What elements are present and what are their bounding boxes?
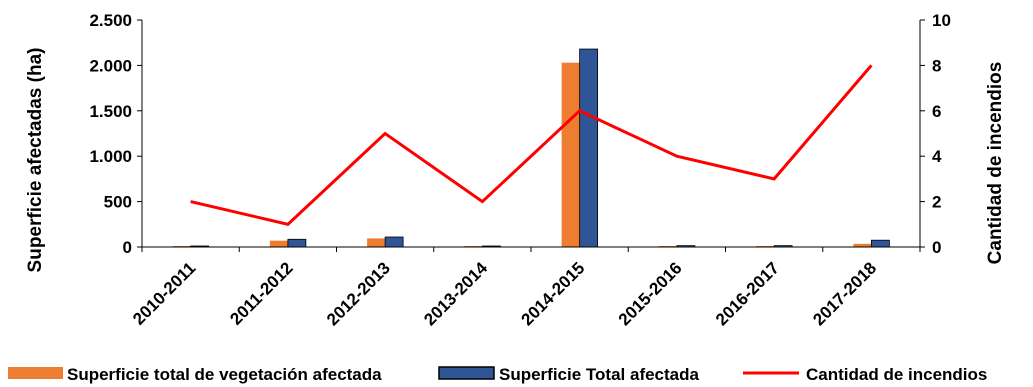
bar-series [172, 48, 890, 248]
bar-total [384, 236, 404, 248]
y2-tick-label: 6 [932, 102, 941, 121]
x-axis: 2010-2011 2011-2012 2012-2013 2013-2014 2014… [129, 246, 921, 329]
legend-swatch-vegetacion [8, 367, 63, 379]
x-tick-label: 2013-2014 [420, 258, 491, 329]
bar-vegetacion [561, 62, 580, 248]
x-tick-label: 2016-2017 [712, 258, 783, 329]
legend-label-incendios: Cantidad de incendios [806, 365, 987, 384]
bar-total [287, 238, 307, 248]
y-tick-label: 2.000 [89, 56, 132, 75]
y2-tick-label: 2 [932, 193, 941, 212]
bar-vegetacion [367, 238, 386, 247]
y-tick-label: 1.500 [89, 102, 132, 121]
x-tick-label: 2015-2016 [615, 258, 686, 329]
y-tick-label: 1.000 [89, 147, 132, 166]
line-incendios [190, 64, 873, 226]
x-tick-label: 2010-2011 [129, 258, 199, 328]
y-axis-title: Superficie afectadas (ha) [25, 48, 46, 273]
bar-vegetacion [269, 240, 288, 247]
left-axis: 0 500 1.000 1.500 2.000 2.500 [89, 11, 143, 257]
y2-tick-label: 4 [932, 147, 942, 166]
y2-tick-label: 10 [932, 11, 951, 30]
x-tick-label: 2012-2013 [323, 258, 394, 329]
x-tick-label: 2014-2015 [518, 258, 589, 329]
legend-label-total: Superficie Total afectada [499, 365, 700, 384]
y-tick-label: 500 [104, 193, 132, 212]
legend: Superficie total de vegetación afectada … [8, 365, 987, 384]
x-tick-label: 2017-2018 [809, 258, 880, 329]
y2-tick-label: 0 [932, 238, 941, 257]
legend-label-vegetacion: Superficie total de vegetación afectada [67, 365, 382, 384]
bar-total [870, 239, 890, 248]
x-tick-label: 2011-2012 [226, 258, 296, 328]
y2-axis-title: Cantidad de incendios [985, 62, 1006, 265]
bar-total [579, 48, 599, 248]
line-series [190, 64, 873, 226]
bar-vegetacion [853, 243, 872, 247]
y-tick-label: 0 [123, 238, 132, 257]
legend-swatch-total [438, 366, 495, 380]
y-tick-label: 2.500 [89, 11, 132, 30]
y2-tick-label: 8 [932, 56, 941, 75]
right-axis: 0 2 4 6 8 10 [919, 11, 951, 257]
